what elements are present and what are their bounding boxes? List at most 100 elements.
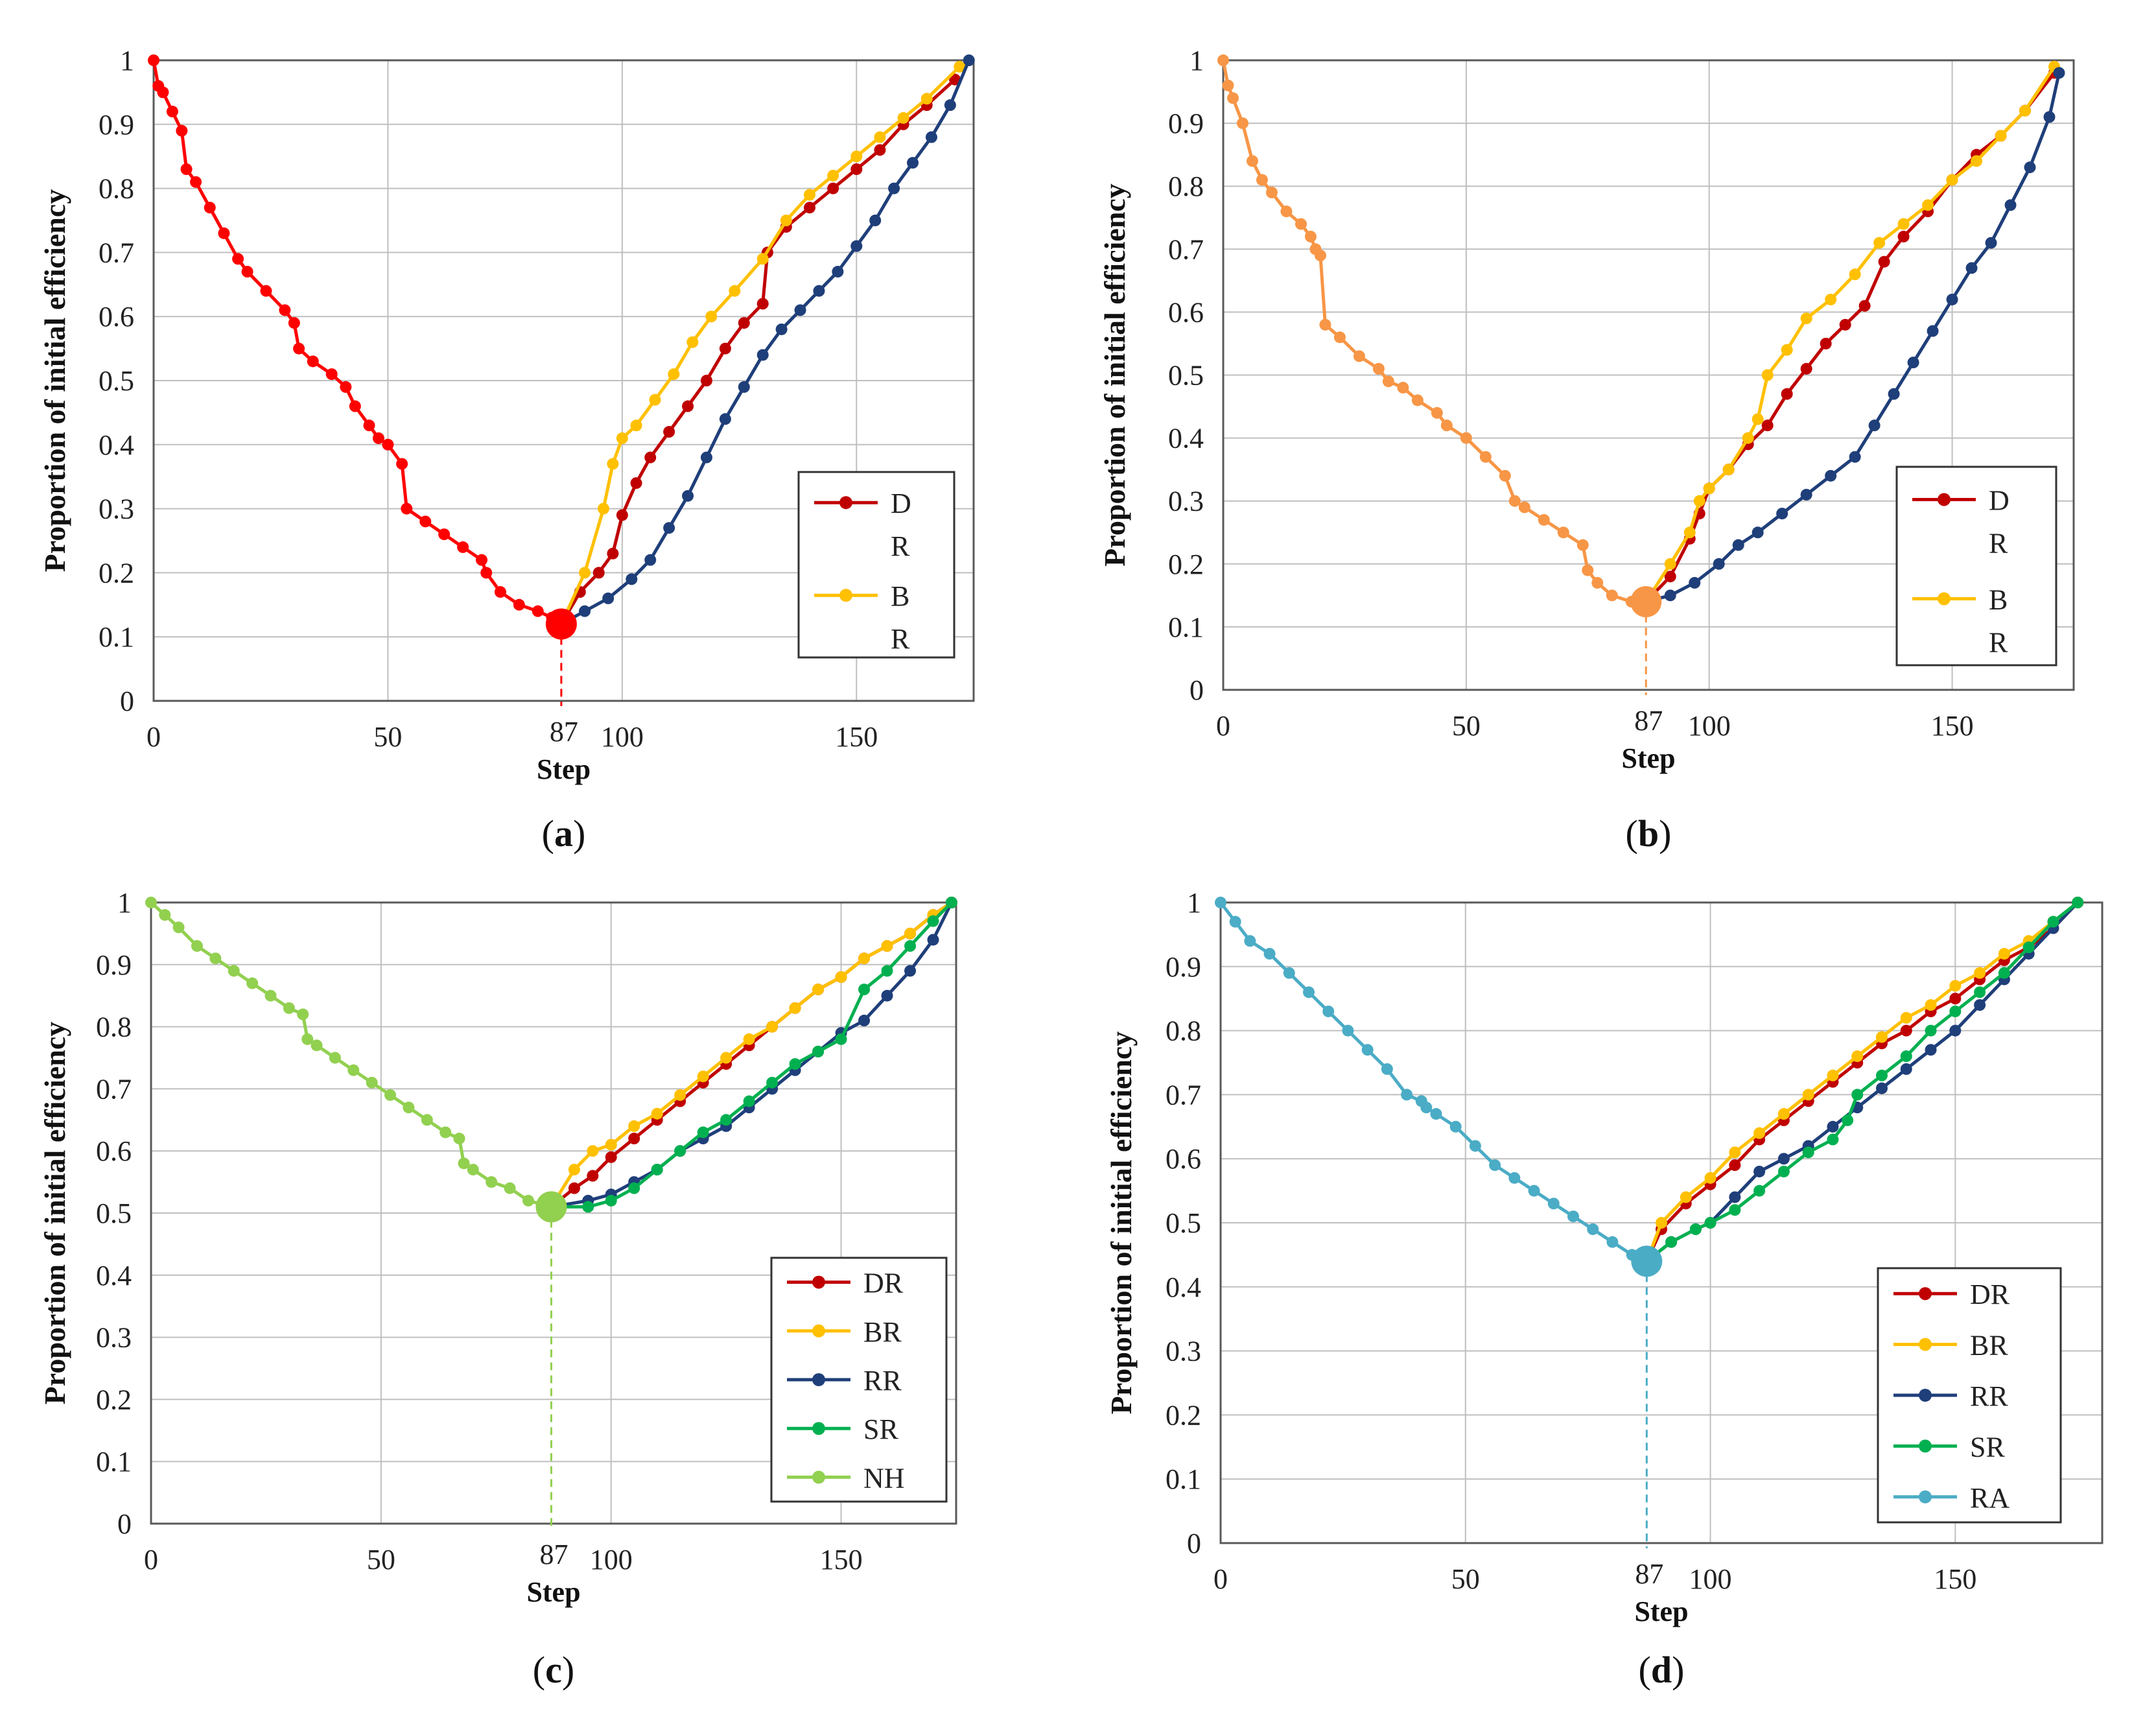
br-point xyxy=(1925,999,1937,1011)
rr-point xyxy=(944,99,956,112)
br-point xyxy=(605,1139,617,1151)
y-tick-label: 0.4 xyxy=(99,429,134,461)
removal-point xyxy=(1256,174,1268,186)
sr-point xyxy=(2022,941,2035,954)
turning-point-marker xyxy=(1630,586,1662,618)
legend-swatch-marker xyxy=(812,1324,825,1338)
x-tick-label: 50 xyxy=(373,721,402,753)
x-tick-label: 150 xyxy=(835,721,878,753)
br-point xyxy=(668,368,680,381)
legend: DR BR RR SR NH xyxy=(770,1257,948,1503)
panel-caption: (d) xyxy=(1639,1649,1685,1691)
rr-point xyxy=(2024,161,2036,174)
removal-point xyxy=(1576,539,1589,551)
legend-label: R xyxy=(1989,527,2008,559)
removal-point xyxy=(340,381,352,393)
removal-point xyxy=(363,419,375,432)
legend-label: D xyxy=(1989,484,2010,516)
rr-point xyxy=(1974,999,1986,1011)
removal-point xyxy=(1353,350,1365,362)
br-point xyxy=(1680,1191,1692,1203)
x-tick-label: 50 xyxy=(1452,710,1481,742)
dr-point xyxy=(1820,337,1832,349)
y-tick-label: 1 xyxy=(1187,887,1201,919)
removal-point xyxy=(1499,469,1511,482)
removal-point xyxy=(480,567,493,579)
rr-point xyxy=(602,592,615,604)
dr-point xyxy=(827,182,839,195)
br-point xyxy=(812,984,825,996)
ra-point xyxy=(1430,1108,1442,1120)
nh-point xyxy=(504,1182,516,1194)
nh-point xyxy=(384,1089,397,1101)
dr-point xyxy=(1897,230,1910,242)
removal-point xyxy=(1606,589,1618,602)
removal-point xyxy=(1538,513,1550,526)
sr-point xyxy=(1876,1069,1888,1081)
y-tick-label: 0.8 xyxy=(96,1011,132,1043)
sr-point xyxy=(1925,1024,1937,1037)
removal-point xyxy=(1460,432,1472,444)
rr-point xyxy=(1752,526,1764,539)
legend-label: R xyxy=(891,530,910,562)
turning-point-step-label: 87 xyxy=(550,716,578,748)
legend-swatch-marker xyxy=(812,1275,825,1289)
dr-point xyxy=(1729,1159,1741,1172)
turning-point-marker xyxy=(545,608,577,640)
br-point xyxy=(1873,237,1886,249)
dr-point xyxy=(616,509,628,521)
turning-point-marker xyxy=(1631,1245,1663,1277)
removal-point xyxy=(1236,117,1248,130)
rr-point xyxy=(1776,508,1788,520)
sr-point xyxy=(1842,1114,1854,1126)
rr-point xyxy=(927,934,939,946)
sr-point xyxy=(1689,1223,1702,1235)
x-tick-label: 50 xyxy=(1451,1563,1480,1595)
sr-point xyxy=(651,1163,663,1175)
rr-point xyxy=(1713,558,1725,570)
sr-point xyxy=(1753,1185,1766,1197)
rr-point xyxy=(1876,1082,1888,1094)
x-tick-label: 100 xyxy=(1689,1563,1732,1595)
removal-point xyxy=(293,342,305,355)
rr-point xyxy=(1825,469,1837,482)
sr-point xyxy=(1802,1146,1814,1159)
panel-caption: (c) xyxy=(533,1649,574,1691)
br-point xyxy=(756,253,769,265)
nh-point xyxy=(283,1002,295,1014)
dr-point xyxy=(1781,388,1793,400)
br-point xyxy=(2019,104,2032,117)
rr-point xyxy=(904,965,917,977)
nh-point xyxy=(329,1052,341,1064)
removal-point xyxy=(532,605,544,617)
br-point xyxy=(1995,130,2007,142)
br-point xyxy=(766,1021,779,1033)
removal-point xyxy=(279,304,291,316)
legend-swatch-marker xyxy=(1919,1490,1932,1504)
removal-point xyxy=(218,227,230,239)
rr-point xyxy=(858,1015,871,1027)
x-tick-label: 150 xyxy=(1934,1563,1976,1595)
y-tick-label: 0.3 xyxy=(1166,1336,1201,1367)
y-tick-label: 0.9 xyxy=(1168,108,1204,139)
plot-area-frame xyxy=(1219,901,2103,1544)
sr-point xyxy=(1998,967,2010,979)
br-point xyxy=(1849,268,1861,281)
rr-line xyxy=(560,60,971,626)
y-tick-label: 0.1 xyxy=(1166,1463,1201,1495)
rr-point xyxy=(925,131,937,143)
removal-point xyxy=(1265,186,1278,198)
removal-point xyxy=(1382,375,1394,388)
chart-panel-d: 0 0.1 0.2 0.3 0.4 0.5 0.6 0.7 0.8 0.9 1 0 50 100 150 St… xyxy=(1105,887,2103,1691)
br-point xyxy=(897,112,909,124)
rr-point xyxy=(1849,451,1861,463)
br-point xyxy=(1949,980,1962,992)
br-point xyxy=(1998,948,2010,960)
legend-swatch-marker xyxy=(1919,1389,1932,1402)
y-tick-label: 1 xyxy=(117,887,132,919)
dr-point xyxy=(630,477,642,490)
br-point xyxy=(579,567,591,579)
legend-swatch-marker xyxy=(1938,493,1951,506)
br-point xyxy=(607,458,619,470)
legend-swatch-marker xyxy=(839,589,852,602)
